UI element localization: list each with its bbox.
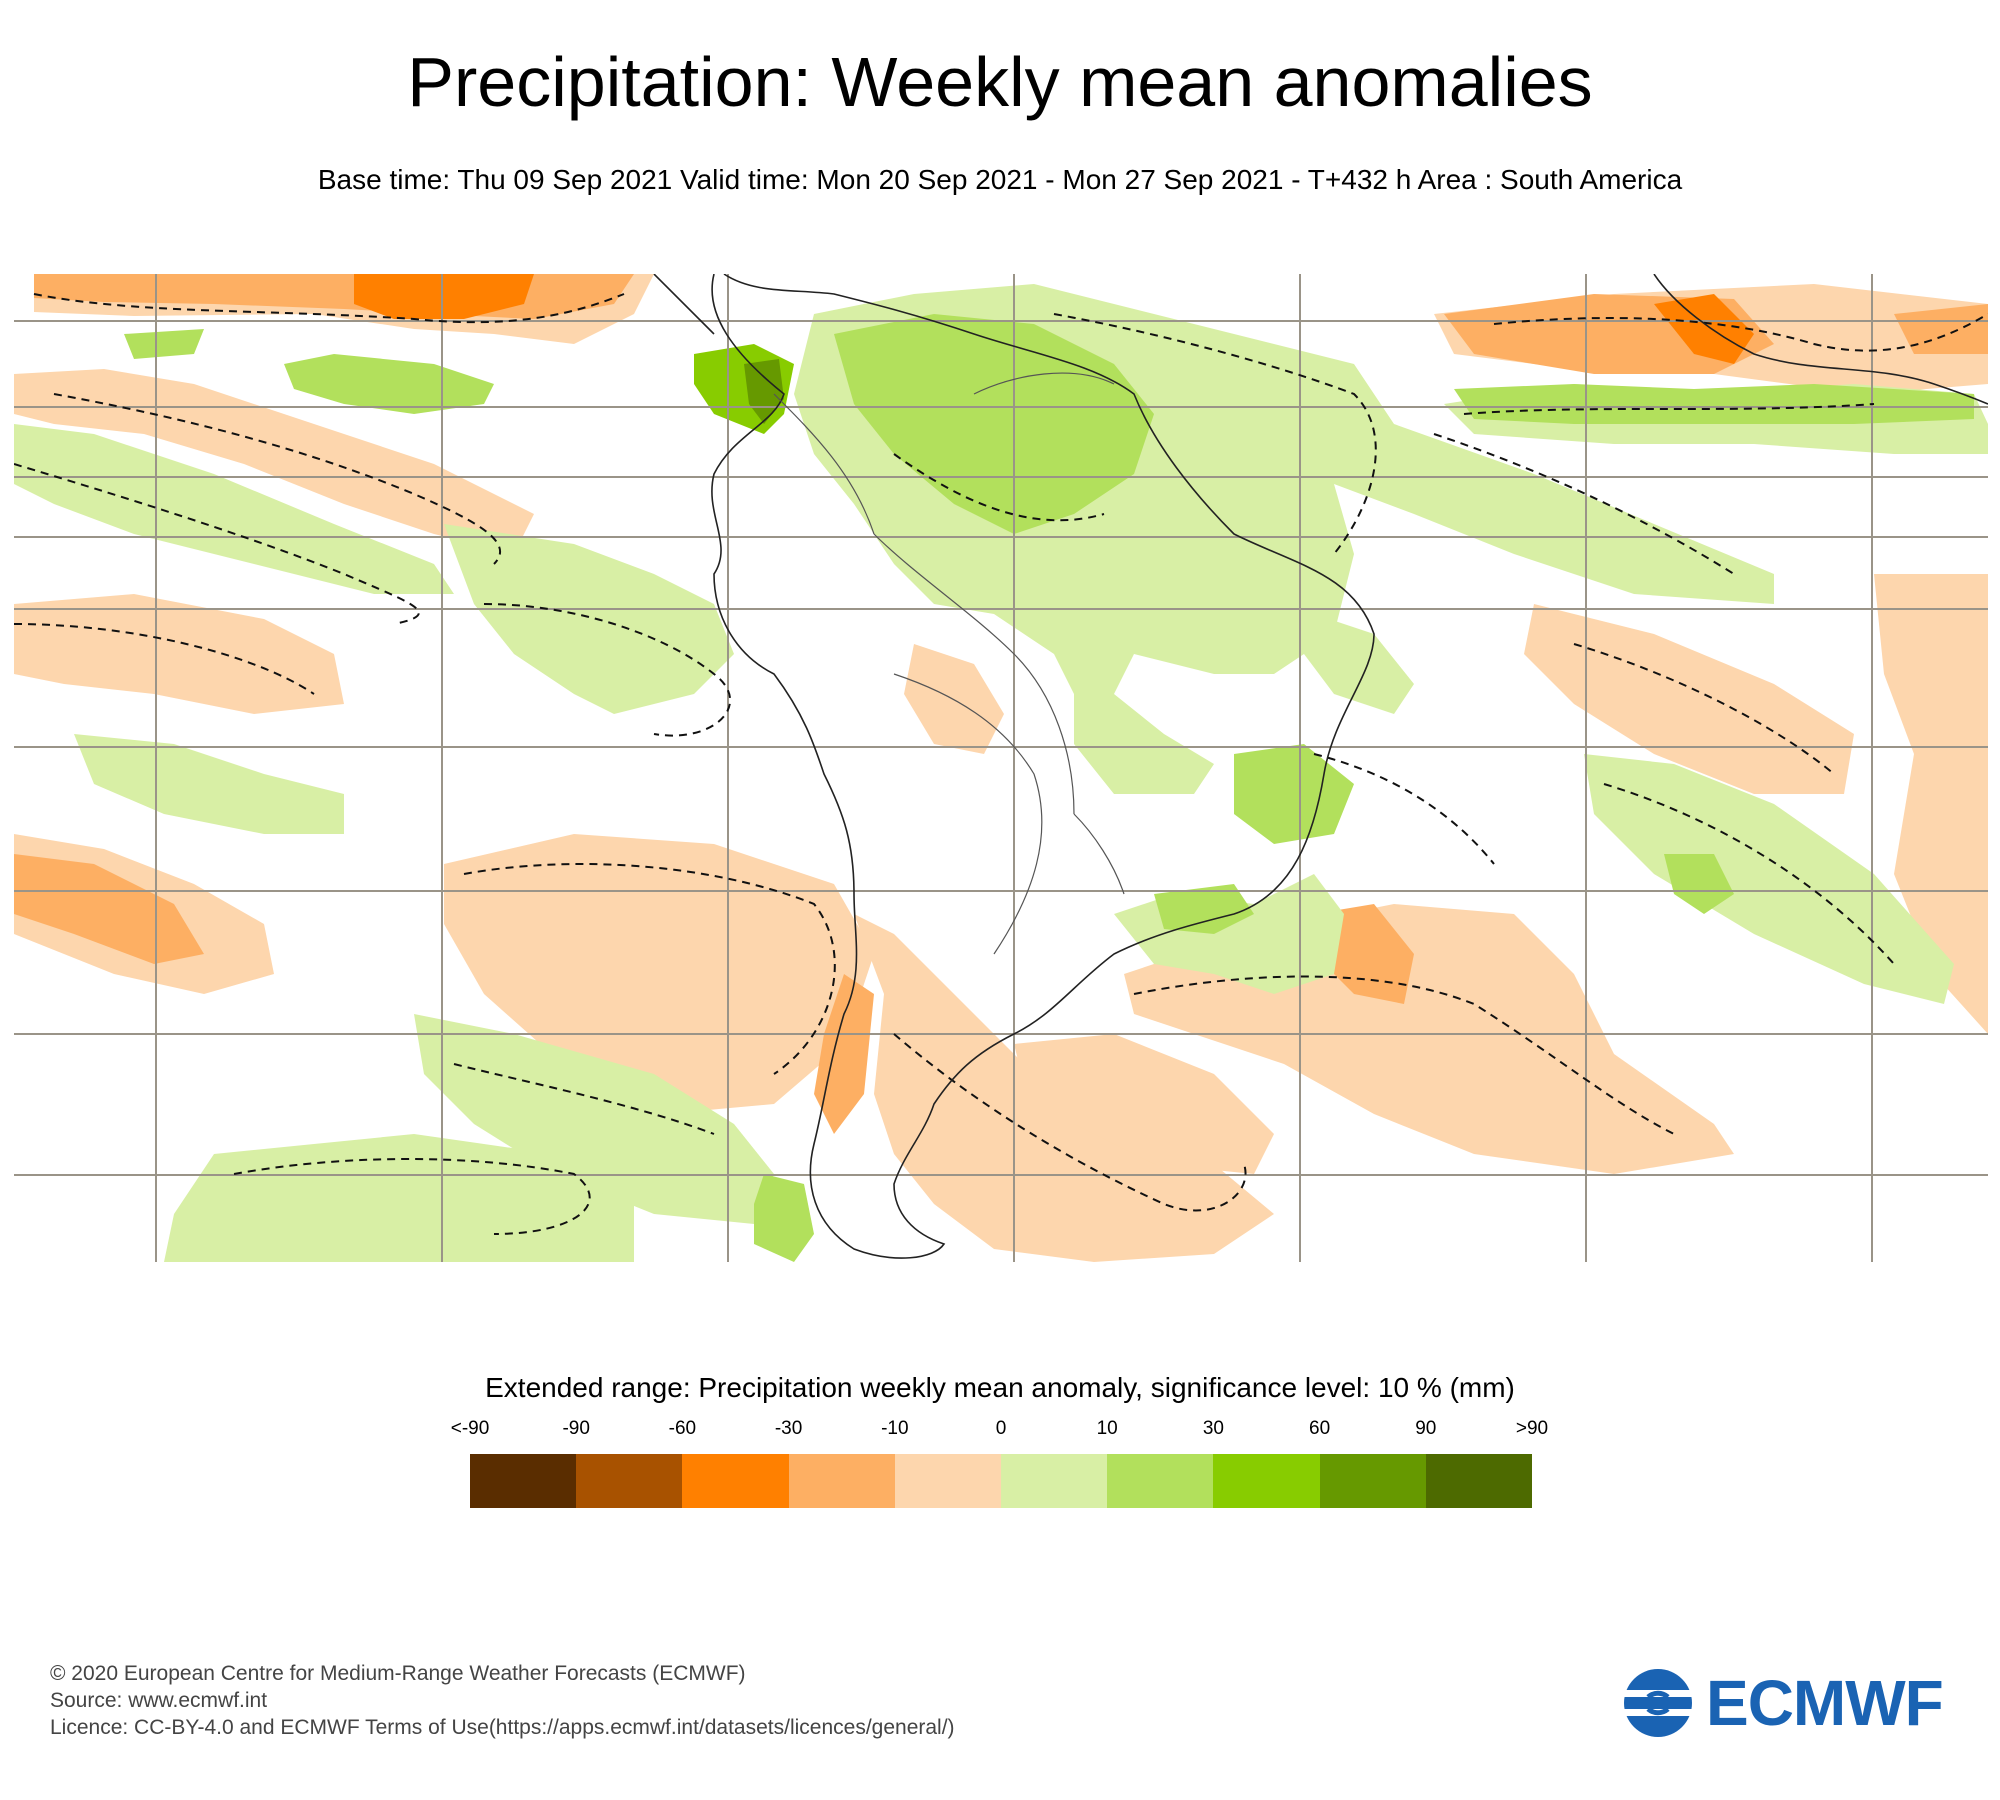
wet-region-moderate xyxy=(1154,884,1254,934)
legend-title: Extended range: Precipitation weekly mea… xyxy=(485,1372,1515,1403)
footer-credits: © 2020 European Centre for Medium-Range … xyxy=(50,1660,955,1741)
wet-region-moderate xyxy=(834,314,1154,534)
dry-region-moderate xyxy=(814,974,874,1134)
dry-anomaly-strong xyxy=(354,274,1754,364)
legend-tick: 90 xyxy=(1415,1418,1437,1439)
footer-copyright: © 2020 European Centre for Medium-Range … xyxy=(50,1662,746,1685)
wet-region xyxy=(14,424,454,594)
wet-region xyxy=(414,1014,774,1224)
legend-swatch xyxy=(1001,1454,1108,1508)
wet-region-moderate xyxy=(1454,384,1974,424)
legend-tick: 0 xyxy=(995,1418,1007,1439)
legend-swatch xyxy=(1425,1454,1532,1508)
legend-tick: 10 xyxy=(1096,1418,1118,1439)
dry-region xyxy=(14,594,344,714)
dry-region xyxy=(1874,574,1988,1034)
central-america-coastline xyxy=(653,274,715,335)
dry-region xyxy=(444,834,874,1114)
chart-subtitle: Base time: Thu 09 Sep 2021 Valid time: M… xyxy=(317,164,1683,195)
significance-contours xyxy=(14,293,1988,1235)
dry-region xyxy=(1014,1034,1274,1174)
ecmwf-logo-text: ECMWF xyxy=(1706,1667,1944,1739)
legend-swatch xyxy=(576,1454,683,1508)
legend-swatch xyxy=(1319,1454,1426,1508)
precipitation-anomaly-map xyxy=(14,274,1988,1262)
legend-tick: -90 xyxy=(562,1418,590,1439)
footer-licence: Licence: CC-BY-4.0 and ECMWF Terms of Us… xyxy=(50,1716,955,1739)
legend-swatch xyxy=(470,1454,577,1508)
legend-tick: -10 xyxy=(881,1418,909,1439)
graticule xyxy=(14,274,1988,1262)
legend-tick: >90 xyxy=(1515,1418,1549,1439)
legend-swatch xyxy=(1213,1454,1320,1508)
dry-region-strong xyxy=(354,274,534,319)
wet-region-moderate xyxy=(1234,744,1354,844)
dry-region xyxy=(14,369,534,554)
legend-swatch xyxy=(682,1454,789,1508)
footer-source: Source: www.ecmwf.int xyxy=(50,1689,268,1712)
color-legend: <-90 -90 -60 -30 -10 0 10 30 60 90 >90 xyxy=(451,1418,1548,1508)
legend-tick: -60 xyxy=(668,1418,697,1439)
legend-tick: 30 xyxy=(1202,1418,1224,1439)
coastlines xyxy=(653,274,1988,1259)
legend-swatch xyxy=(788,1454,895,1508)
africa-coastline xyxy=(1653,274,1988,405)
legend-tick: -30 xyxy=(774,1418,803,1439)
legend-tick: <-90 xyxy=(450,1418,490,1439)
wet-region xyxy=(1304,614,1414,714)
legend-swatch xyxy=(1107,1454,1214,1508)
chart-title: Precipitation: Weekly mean anomalies xyxy=(407,43,1593,121)
wet-region-moderate xyxy=(1664,854,1734,914)
legend-swatch xyxy=(894,1454,1001,1508)
wet-region xyxy=(444,524,734,714)
country-borders xyxy=(773,372,1125,955)
legend-tick: 60 xyxy=(1309,1418,1331,1439)
wet-region xyxy=(74,734,344,834)
dry-region xyxy=(904,644,1004,754)
wet-region-moderate xyxy=(754,1174,814,1262)
south-america-coastline xyxy=(711,274,1375,1259)
ecmwf-logo: ECMWF xyxy=(1620,1668,1950,1738)
wet-region-moderate xyxy=(124,329,204,359)
wet-region xyxy=(1584,754,1954,1004)
ecmwf-logo-icon xyxy=(1620,1669,1700,1737)
dry-region-moderate xyxy=(1894,304,1988,354)
dry-region-strong xyxy=(1654,294,1754,364)
